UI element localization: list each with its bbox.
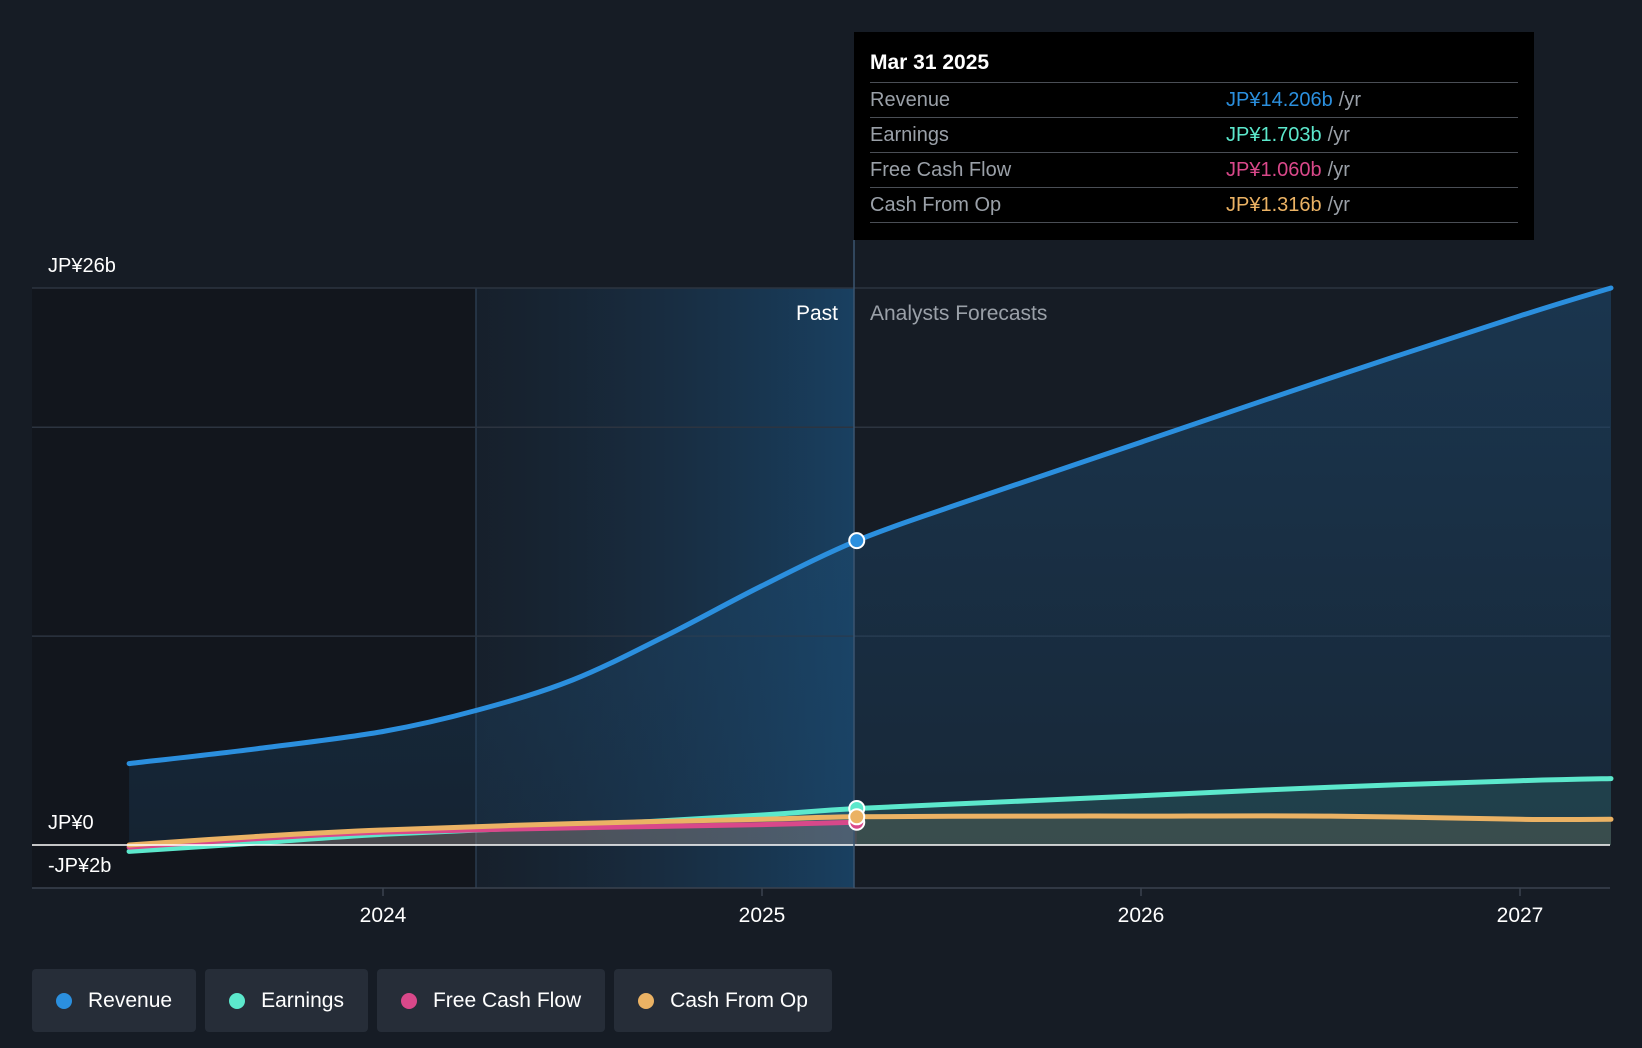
forecast-label: Analysts Forecasts — [870, 302, 1047, 325]
y-label-zero: JP¥0 — [48, 812, 94, 834]
series-area-cash-from-op — [129, 815, 1612, 845]
past-label: Past — [796, 302, 838, 325]
tooltip-unit: /yr — [1327, 159, 1350, 181]
tooltip-row-revenue: Revenue JP¥14.206b /yr — [870, 82, 1518, 117]
legend-dot-icon — [229, 992, 246, 1009]
legend-dot-icon — [400, 992, 417, 1009]
tooltip-value: JP¥1.316b — [1226, 194, 1322, 216]
tooltip-row-free-cash-flow: Free Cash Flow JP¥1.060b /yr — [870, 152, 1518, 187]
legend-item-cash-from-op[interactable]: Cash From Op — [614, 969, 832, 1032]
x-tick-label: 2026 — [1118, 904, 1165, 927]
tooltip-label: Earnings — [870, 124, 949, 146]
legend-label: Cash From Op — [670, 988, 808, 1012]
y-label-top: JP¥26b — [48, 255, 116, 277]
legend-label: Revenue — [88, 988, 173, 1012]
legend: Revenue Earnings Free Cash Flow Cash Fro… — [32, 969, 832, 1032]
divider-markers — [848, 532, 866, 831]
tooltip-label: Revenue — [870, 89, 951, 111]
tooltip-row-cash-from-op: Cash From Op JP¥1.316b /yr — [870, 187, 1518, 223]
marker-revenue — [848, 532, 866, 550]
tooltip: Mar 31 2025 Revenue JP¥14.206b /yr Earni… — [854, 32, 1534, 240]
marker-cash-from-op — [848, 808, 866, 826]
x-tick-label: 2025 — [739, 904, 786, 927]
legend-label: Earnings — [261, 988, 344, 1012]
series-line-revenue — [126, 285, 1614, 767]
legend-label: Free Cash Flow — [432, 988, 582, 1012]
legend-item-revenue[interactable]: Revenue — [32, 969, 197, 1032]
legend-dot-icon — [56, 992, 72, 1009]
tooltip-value: JP¥1.060b — [1226, 159, 1322, 181]
tooltip-value: JP¥14.206b — [1226, 89, 1333, 111]
x-tick-label: 2024 — [360, 904, 407, 927]
tooltip-label: Free Cash Flow — [870, 159, 1012, 181]
legend-item-earnings[interactable]: Earnings — [205, 969, 368, 1032]
tooltip-unit: /yr — [1338, 89, 1361, 111]
legend-item-free-cash-flow[interactable]: Free Cash Flow — [376, 969, 606, 1032]
tooltip-unit: /yr — [1327, 194, 1350, 216]
legend-dot-icon — [638, 992, 655, 1009]
tooltip-value: JP¥1.703b — [1226, 124, 1322, 146]
tooltip-row-earnings: Earnings JP¥1.703b /yr — [870, 117, 1518, 152]
tooltip-unit: /yr — [1327, 124, 1350, 146]
tooltip-label: Cash From Op — [870, 194, 1002, 216]
y-label-bottom: -JP¥2b — [48, 855, 111, 877]
tooltip-date: Mar 31 2025 — [870, 51, 990, 74]
x-tick-label: 2027 — [1497, 904, 1544, 927]
x-ticks: 2024 2025 2026 2027 — [360, 888, 1544, 927]
